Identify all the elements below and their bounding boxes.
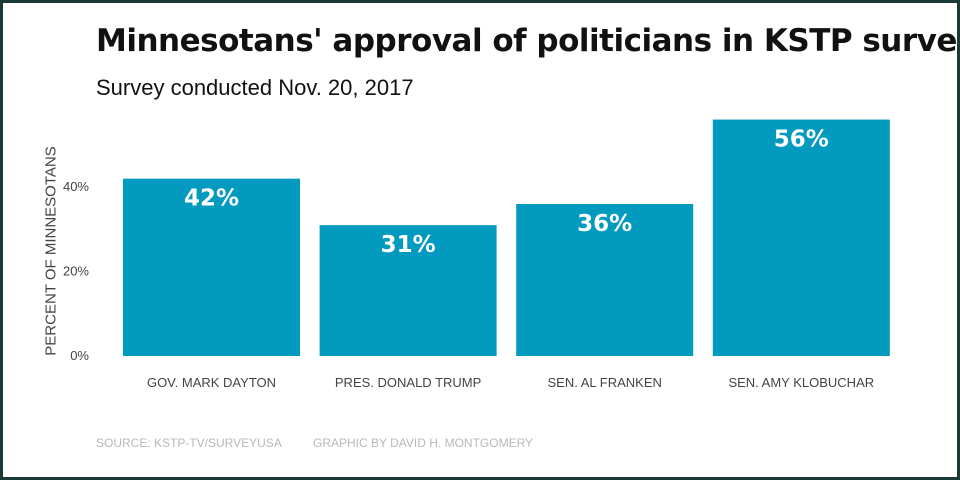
bar-value-label: 31% xyxy=(381,232,436,258)
bar-value-label: 42% xyxy=(184,186,239,212)
bar-3 xyxy=(516,204,694,356)
chart-title: Minnesotans' approval of politicians in … xyxy=(96,23,960,59)
bar-4 xyxy=(712,119,890,357)
bar-value-label: 56% xyxy=(774,127,829,153)
x-category-label: PRES. DONALD TRUMP xyxy=(335,375,481,390)
bar-1 xyxy=(123,178,300,356)
bar-2 xyxy=(319,225,497,356)
x-category-label: SEN. AL FRANKEN xyxy=(548,375,662,390)
y-tick-label: 40% xyxy=(63,179,89,194)
bar-chart-plot: 0% 20% 40% 42% GOV. MARK DAYTON 31% PRES. DONA… xyxy=(63,119,890,390)
y-tick-label: 0% xyxy=(70,348,89,363)
y-tick-label: 20% xyxy=(63,264,89,279)
x-category-label: GOV. MARK DAYTON xyxy=(147,375,276,390)
graphic-credit: GRAPHIC BY DAVID H. MONTGOMERY xyxy=(313,436,534,450)
bar-value-label: 36% xyxy=(577,211,632,237)
chart-subtitle: Survey conducted Nov. 20, 2017 xyxy=(96,75,414,100)
x-category-label: SEN. AMY KLOBUCHAR xyxy=(728,375,874,390)
source-note: SOURCE: KSTP-TV/SURVEYUSA xyxy=(96,436,282,450)
